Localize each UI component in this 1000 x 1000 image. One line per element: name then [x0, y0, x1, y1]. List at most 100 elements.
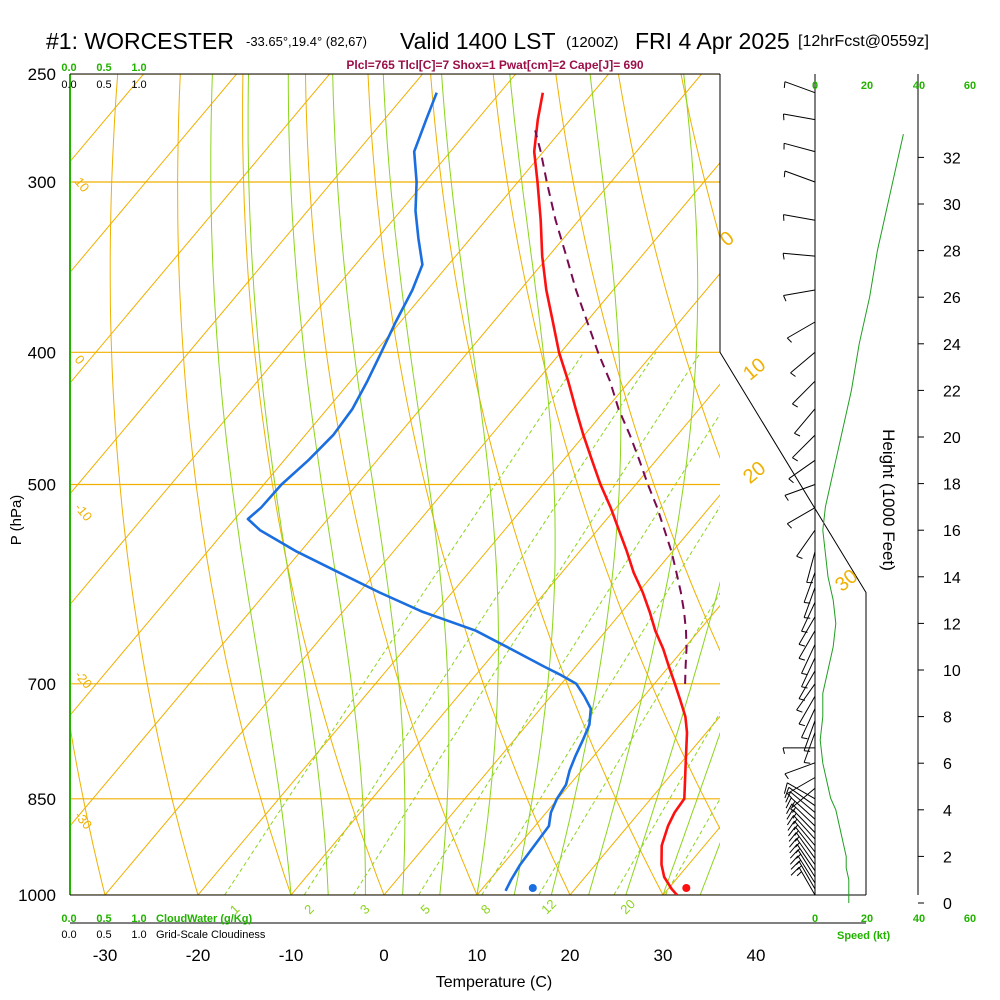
cloud-water-tick-bottom: 0.0 [61, 913, 76, 925]
station-coordinates: -33.65°,19.4° (82,67) [246, 34, 367, 49]
dewpoint-line [246, 92, 593, 892]
wind-speed-tick-top: 0 [812, 80, 818, 92]
wind-barb [801, 602, 816, 633]
wind-barb [785, 797, 816, 820]
height-tick-label: 8 [943, 710, 952, 727]
cloudiness-tick-top: 0.5 [96, 79, 111, 91]
mixing-ratio-label: 5 [417, 901, 433, 917]
height-tick-label: 32 [943, 150, 961, 167]
wind-barb [790, 866, 816, 896]
temperature-tick-label: -10 [279, 946, 304, 965]
height-tick-label: 0 [943, 896, 952, 913]
wind-barb [803, 720, 816, 752]
wind-barb [789, 855, 816, 884]
cloudiness-tick-bottom: 0.0 [61, 929, 76, 941]
isotherm-line [70, 74, 237, 274]
wind-barb [786, 803, 816, 827]
wind-barb [783, 113, 816, 121]
wind-barb [783, 81, 816, 94]
height-tick-label: 16 [943, 523, 961, 540]
wind-panel [782, 81, 904, 903]
dry-adiabat-label: -10 [72, 500, 96, 524]
moist-adiabat [382, 74, 450, 895]
wind-barb [798, 696, 816, 727]
pressure-tick-label: 850 [28, 790, 56, 809]
wind-barb [798, 616, 816, 647]
pressure-tick-label: 300 [28, 173, 56, 192]
wind-barb [789, 849, 816, 878]
wind-barb [785, 791, 816, 813]
wind-barb [786, 815, 816, 840]
isotherm-line [756, 74, 1000, 895]
wind-barb [796, 529, 816, 559]
wind-barb [786, 507, 816, 529]
dry-adiabat-label: 0 [716, 227, 739, 251]
surface-temperature-dot [682, 884, 691, 892]
stability-indices: Plcl=765 Tlcl[C]=7 Shox=1 Pwat[cm]=2 Cap… [346, 58, 644, 72]
mixing-ratio-label: 12 [538, 896, 559, 917]
wind-barb [784, 762, 816, 780]
wind-speed-tick-bottom: 40 [913, 913, 925, 925]
wind-barb [806, 551, 816, 584]
cloudiness-tick-top: 0.0 [61, 79, 76, 91]
height-tick-label: 24 [943, 337, 961, 354]
mixing-ratio-label: 2 [301, 901, 317, 917]
cloudiness-tick-top: 1.0 [131, 79, 146, 91]
dry-adiabat [70, 723, 106, 895]
isotherm-line [383, 494, 720, 895]
wind-barb [790, 787, 816, 813]
temperature-tick-label: 20 [561, 946, 580, 965]
height-tick-label: 12 [943, 616, 961, 633]
dry-adiabat [744, 74, 1000, 895]
temperature-line [532, 92, 689, 895]
dry-adiabat-label: -30 [72, 808, 96, 832]
dry-adiabat [994, 74, 1000, 895]
wind-barb [789, 838, 816, 865]
skew-right-border [719, 352, 867, 895]
height-tick-label: 18 [943, 477, 961, 494]
dry-adiabat [931, 74, 1000, 895]
wind-barb [798, 670, 816, 701]
cloud-water-tick-top: 1.0 [131, 62, 146, 74]
wind-barb [798, 630, 816, 661]
wind-barb [792, 380, 816, 408]
height-tick-label: 20 [943, 430, 961, 447]
height-tick-label: 30 [943, 197, 961, 214]
wind-barb [788, 832, 816, 859]
height-tick-label: 28 [943, 244, 961, 261]
temperature-tick-label: 10 [468, 946, 487, 965]
station-name: #1: WORCESTER [46, 28, 234, 54]
wind-barb [788, 826, 816, 853]
cloud-water-tick-bottom: 1.0 [131, 913, 146, 925]
isotherm-line [476, 604, 720, 895]
forecast-run: [12hrFcst@0559z] [798, 33, 929, 50]
dry-adiabat-label: -20 [72, 667, 96, 691]
dry-adiabat [806, 74, 1000, 895]
cloud-water-tick-top: 0.0 [61, 62, 76, 74]
mixing-ratio-line [303, 352, 657, 895]
wind-barb [787, 820, 816, 846]
wind-barb [783, 289, 816, 302]
cloud-water-tick-top: 0.5 [96, 62, 111, 74]
wind-barb [790, 351, 816, 377]
y-axis-label: P (hPa) [8, 495, 25, 546]
mixing-ratio-line [613, 711, 720, 895]
wind-barb [786, 809, 816, 833]
dry-adiabat [109, 74, 199, 895]
valid-date: FRI 4 Apr 2025 [635, 28, 790, 54]
pressure-tick-label: 250 [28, 65, 56, 84]
x-axis-label: Temperature (C) [436, 974, 552, 991]
wind-speed-tick-top: 20 [861, 80, 873, 92]
pressure-tick-label: 400 [28, 343, 56, 362]
dry-adiabat [430, 74, 664, 895]
wind-barb [796, 683, 816, 713]
cloudiness-tick-bottom: 1.0 [131, 929, 146, 941]
pressure-tick-label: 500 [28, 476, 56, 495]
mixing-ratio-line [538, 592, 720, 895]
temperature-tick-label: 30 [654, 946, 673, 965]
wind-speed-tick-top: 60 [964, 80, 976, 92]
dry-adiabat [305, 74, 478, 895]
pressure-tick-label: 1000 [18, 886, 56, 905]
dry-adiabat [617, 74, 720, 460]
